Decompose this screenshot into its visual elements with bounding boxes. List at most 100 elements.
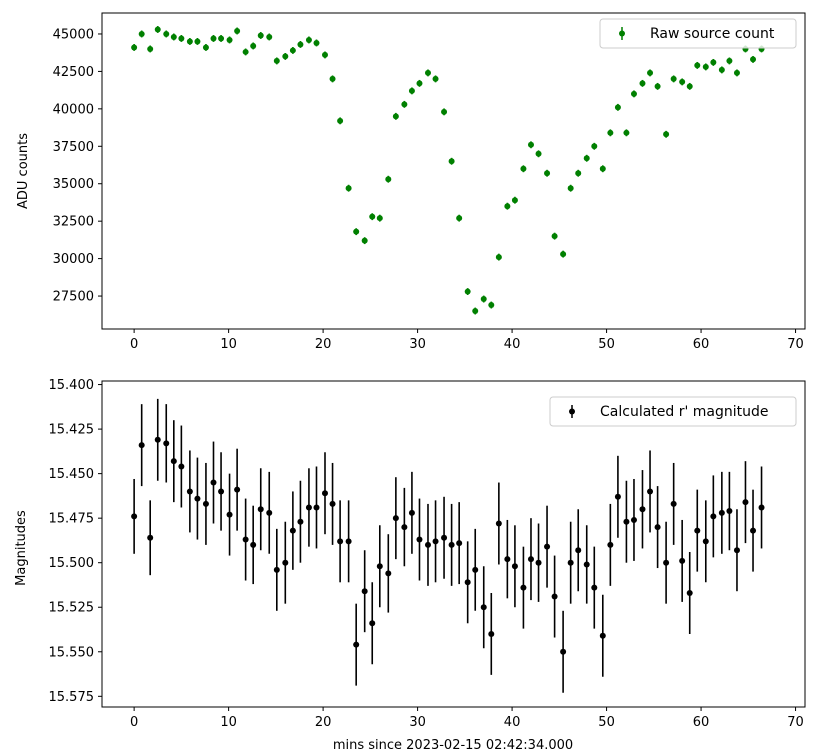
magnitude-data-point xyxy=(138,442,145,449)
magnitude-data-point xyxy=(154,436,161,443)
magnitude-data-point xyxy=(273,566,280,573)
raw-count-data-point xyxy=(131,44,138,51)
raw-count-data-point xyxy=(702,63,709,70)
raw-count-data-point xyxy=(178,35,185,42)
raw-count-y-tick-label: 30000 xyxy=(53,252,94,267)
magnitude-data-point xyxy=(385,570,392,577)
magnitude-data-point xyxy=(432,538,439,545)
raw-count-data-point xyxy=(448,158,455,165)
raw-count-data-point xyxy=(432,75,439,82)
magnitude-y-tick-label: 15.550 xyxy=(49,645,95,660)
magnitude-data-point xyxy=(464,579,471,586)
raw-count-data-point xyxy=(138,30,145,37)
raw-count-data-point xyxy=(218,35,225,42)
raw-count-data-point xyxy=(464,288,471,295)
magnitude-data-point xyxy=(520,584,527,591)
magnitude-data-point xyxy=(448,541,455,548)
raw-count-data-point xyxy=(170,33,177,40)
magnitude-data-point xyxy=(353,641,360,648)
raw-count-data-point xyxy=(282,53,289,60)
magnitude-x-tick-label: 0 xyxy=(130,715,138,730)
raw-count-data-point xyxy=(654,83,661,90)
raw-count-data-point xyxy=(242,48,249,55)
magnitude-legend-marker xyxy=(569,408,575,415)
raw-count-x-tick-label: 10 xyxy=(220,337,237,352)
magnitude-data-point xyxy=(702,538,709,545)
raw-count-data-point xyxy=(630,90,637,97)
magnitude-data-point xyxy=(575,547,582,554)
magnitude-data-point xyxy=(567,559,574,566)
raw-count-data-point xyxy=(408,87,415,94)
raw-count-data-point xyxy=(694,62,701,69)
magnitude-data-point xyxy=(234,486,241,493)
raw-count-data-point xyxy=(520,165,527,172)
raw-count-data-point xyxy=(257,32,264,39)
raw-count-data-point xyxy=(313,39,320,46)
raw-count-data-point xyxy=(647,69,654,76)
raw-count-data-point xyxy=(456,215,463,222)
magnitude-data-point xyxy=(210,479,217,486)
raw-count-data-point xyxy=(607,129,614,136)
magnitude-x-tick-label: 50 xyxy=(598,715,615,730)
magnitude-x-tick-label: 30 xyxy=(409,715,426,730)
raw-count-data-point xyxy=(401,101,408,108)
raw-count-data-point xyxy=(488,302,495,309)
raw-count-x-tick-label: 50 xyxy=(598,337,615,352)
magnitude-y-tick-label: 15.500 xyxy=(49,556,95,571)
magnitude-data-point xyxy=(504,556,511,563)
magnitude-data-point xyxy=(376,563,383,570)
raw-count-x-tick-label: 70 xyxy=(787,337,804,352)
magnitude-data-point xyxy=(614,493,621,500)
magnitude-data-point xyxy=(647,488,654,495)
raw-count-data-point xyxy=(575,170,582,177)
magnitude-data-point xyxy=(551,593,558,600)
magnitude-data-point xyxy=(401,524,408,531)
magnitude-data-point xyxy=(544,543,551,550)
raw-count-data-point xyxy=(441,108,448,115)
magnitude-data-point xyxy=(663,559,670,566)
raw-count-x-tick-label: 60 xyxy=(693,337,710,352)
magnitude-legend-box xyxy=(549,396,797,427)
magnitude-y-ticks: 15.400 15.425 15.450 15.475 15.500 15.525 15.5… xyxy=(49,378,102,705)
magnitude-data-point xyxy=(186,488,193,495)
raw-count-data-point xyxy=(527,141,534,148)
magnitude-data-point xyxy=(250,541,257,548)
raw-count-data-point xyxy=(726,57,733,64)
raw-count-data-point xyxy=(551,233,558,240)
raw-count-data-point xyxy=(297,41,304,48)
magnitude-data-point xyxy=(607,541,614,548)
raw-count-data-point xyxy=(686,83,693,90)
raw-count-data-point xyxy=(345,185,352,192)
magnitude-y-tick-label: 15.575 xyxy=(49,690,95,705)
raw-count-data-point xyxy=(472,308,479,315)
magnitude-data-point xyxy=(194,495,201,502)
magnitude-x-tick-label: 20 xyxy=(315,715,332,730)
raw-count-x-ticks: 0 10 20 30 40 50 60 70 xyxy=(130,329,804,352)
magnitude-data-point xyxy=(266,509,273,516)
magnitude-chart: 0 10 20 30 40 50 60 70 15.400 15.425 15.450 15.475… xyxy=(14,378,806,753)
raw-count-data-point xyxy=(376,215,383,222)
raw-count-data-point xyxy=(266,33,273,40)
magnitude-data-point xyxy=(560,648,567,655)
raw-count-data-point xyxy=(321,51,328,58)
magnitude-data-point xyxy=(337,538,344,545)
magnitude-data-point xyxy=(639,506,646,513)
raw-count-data-point xyxy=(329,75,336,82)
raw-count-data-point xyxy=(614,104,621,111)
raw-count-data-point xyxy=(202,44,209,51)
magnitude-data-point xyxy=(535,559,542,566)
magnitude-data-point xyxy=(472,566,479,573)
raw-count-data-point xyxy=(392,113,399,120)
raw-count-data-point xyxy=(567,185,574,192)
raw-count-data-point xyxy=(289,47,296,54)
raw-count-data-point xyxy=(385,176,392,183)
magnitude-data-point xyxy=(591,584,598,591)
magnitude-data-point xyxy=(726,508,733,515)
raw-count-legend-box xyxy=(599,18,797,49)
raw-count-marks xyxy=(131,26,765,315)
raw-count-y-ticks: 27500 30000 32500 35000 37500 40000 42500 45000 xyxy=(53,27,102,305)
raw-count-data-point xyxy=(560,251,567,258)
magnitude-data-point xyxy=(218,488,225,495)
